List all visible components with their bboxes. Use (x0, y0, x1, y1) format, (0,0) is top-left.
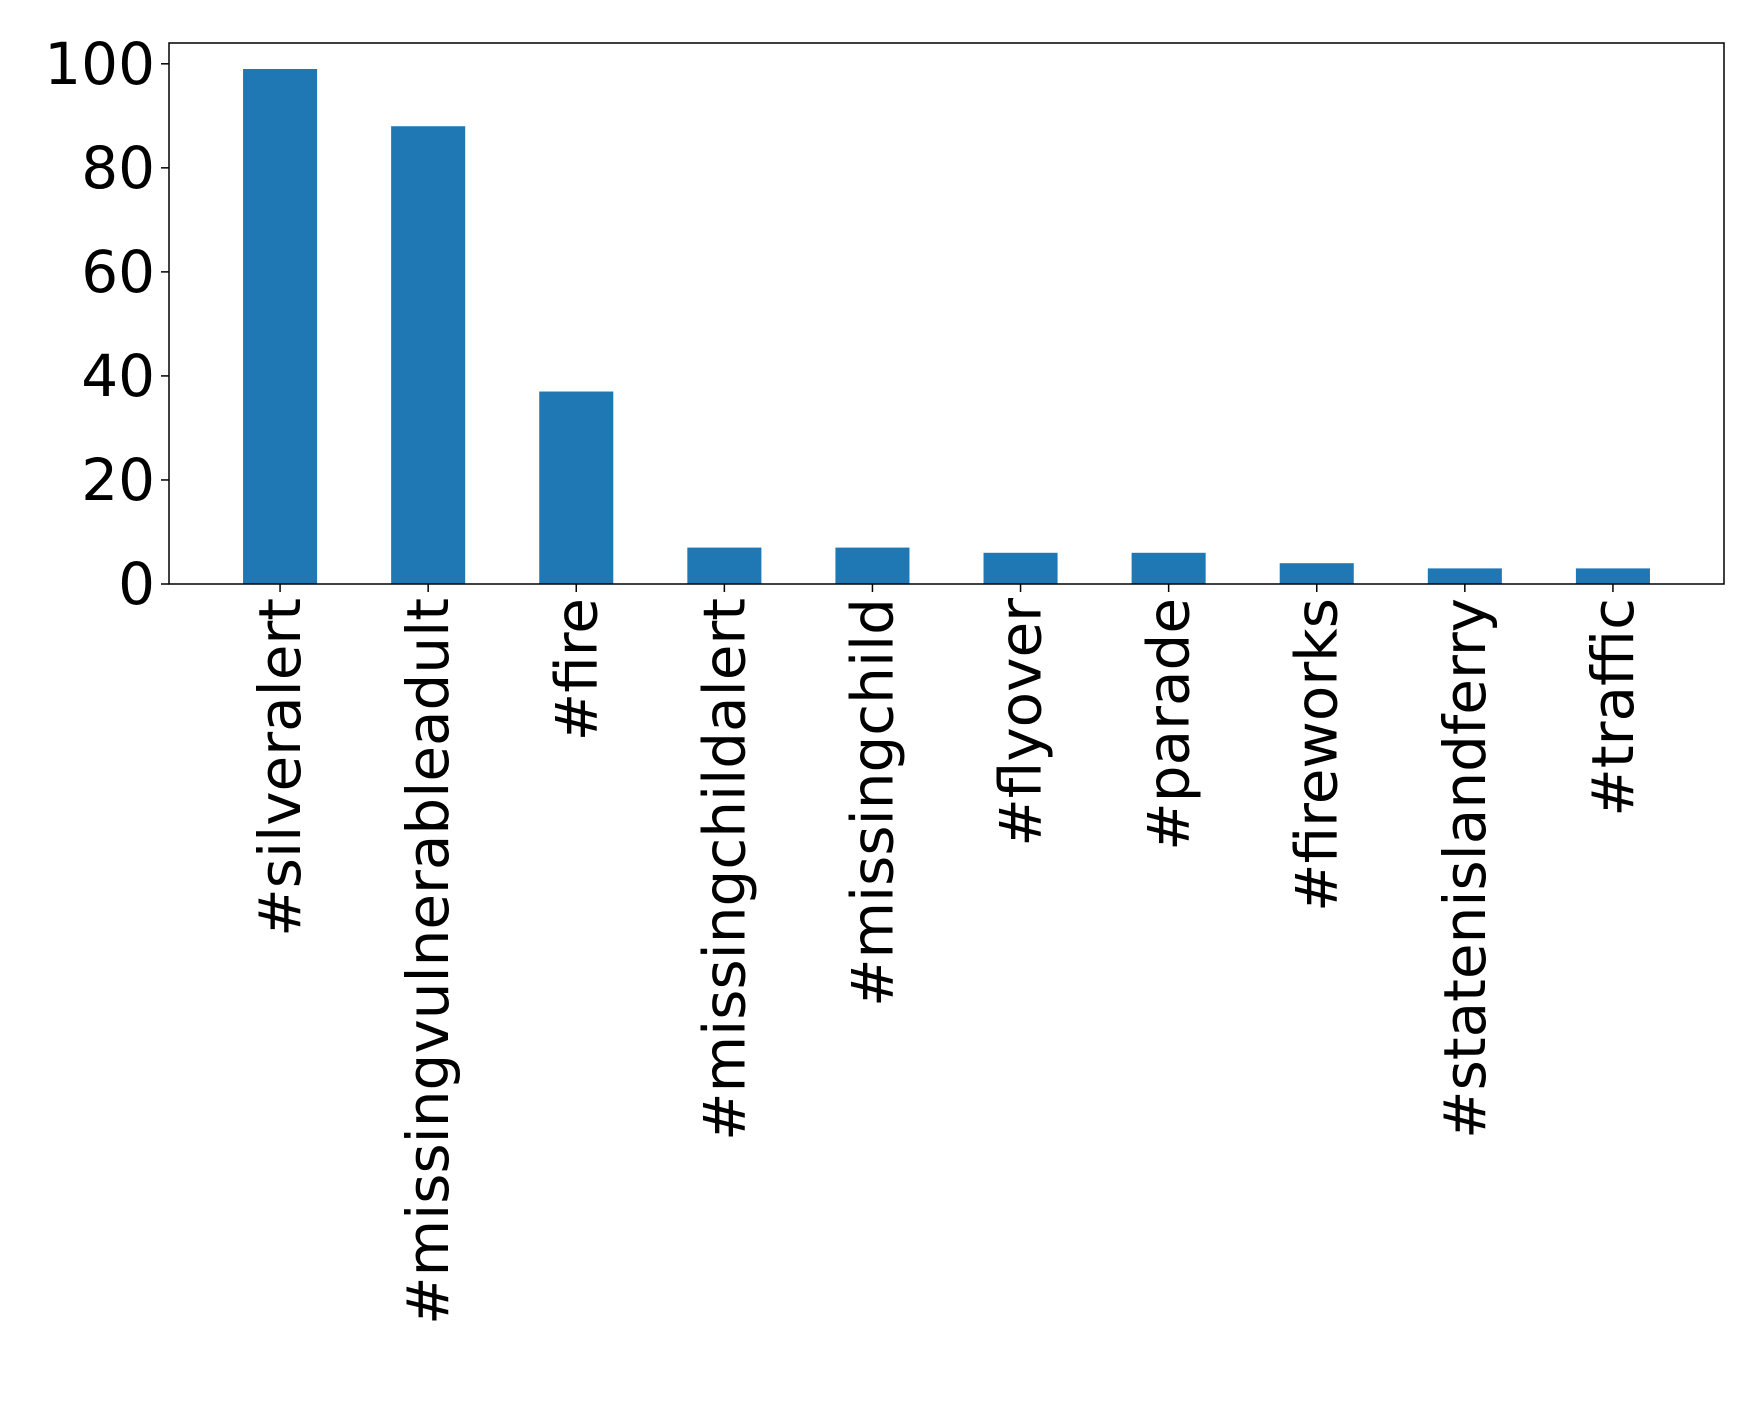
x-tick-label: #silveralert (246, 598, 314, 937)
bar-missingchildalert (687, 547, 762, 584)
y-tick-labels: 0 20 40 60 80 100 (44, 30, 155, 618)
x-tick-label: #fireworks (1283, 598, 1351, 912)
x-tick-label: #fire (542, 598, 610, 741)
y-tick-label: 80 (81, 134, 155, 202)
bar-silveralert (243, 69, 318, 584)
axes-frame (168, 42, 1725, 585)
y-tick-label: 0 (118, 550, 155, 618)
bar-traffic (1575, 568, 1650, 584)
x-tick-label: #statenislandferry (1431, 598, 1499, 1139)
x-tick-label: #missingchildalert (690, 598, 758, 1141)
x-tick-labels: #silveralert #missingvulnerableadult #fire… (246, 598, 1647, 1325)
x-tick-label: #traffic (1579, 598, 1647, 817)
y-tick-label: 20 (81, 446, 155, 514)
bar-parade (1131, 552, 1206, 584)
bar-missingchild (835, 547, 910, 584)
y-tick-label: 60 (81, 238, 155, 306)
bar-statenislandferry (1427, 568, 1502, 584)
bar-missingvulnerableadult (391, 126, 466, 584)
y-tick-label: 40 (81, 342, 155, 410)
bars-layer (243, 69, 1650, 584)
bar-fireworks (1279, 563, 1354, 584)
x-tick-label: #flyover (987, 598, 1055, 847)
x-tick-label: #missingchild (838, 598, 906, 1007)
bar-flyover (983, 552, 1058, 584)
bar-fire (539, 391, 614, 584)
x-tick-label: #missingvulnerableadult (394, 598, 462, 1325)
x-tick-label: #parade (1135, 598, 1203, 851)
ticks-layer (161, 63, 1614, 592)
y-tick-label: 100 (44, 30, 155, 98)
